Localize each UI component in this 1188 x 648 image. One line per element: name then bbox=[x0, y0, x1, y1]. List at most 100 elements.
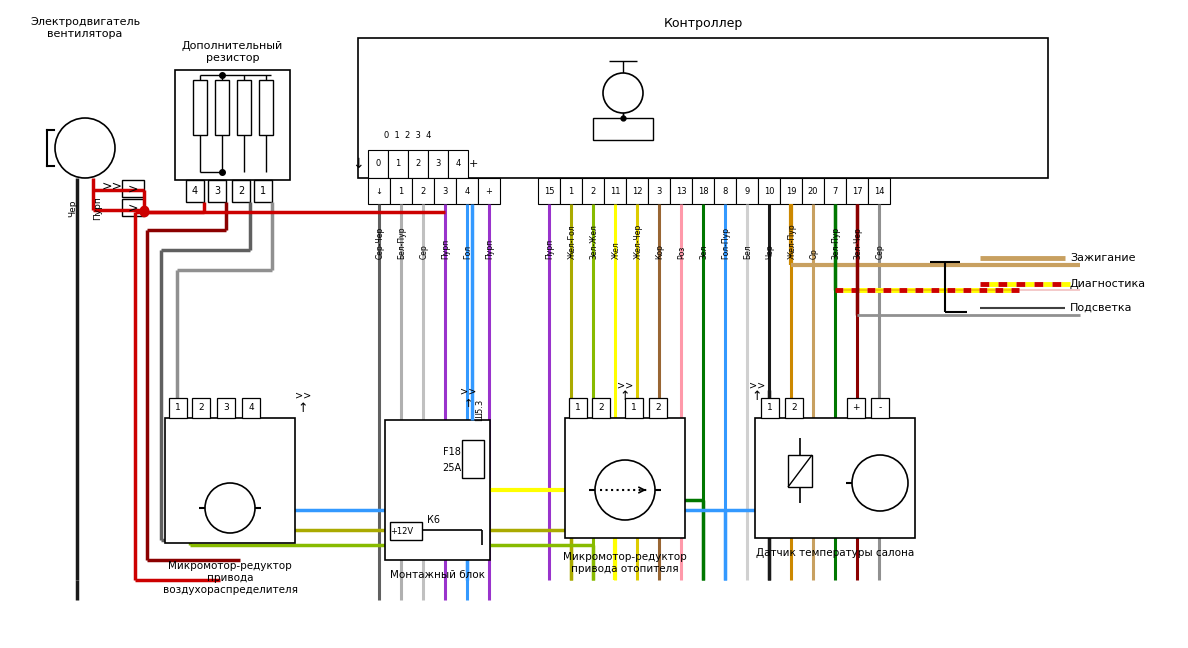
Text: 3: 3 bbox=[435, 159, 441, 168]
Bar bbox=[259, 80, 273, 135]
Text: ↓: ↓ bbox=[352, 157, 364, 171]
Text: 2: 2 bbox=[421, 187, 425, 196]
Bar bbox=[824, 178, 846, 204]
Text: 1: 1 bbox=[175, 404, 181, 413]
Circle shape bbox=[604, 73, 643, 113]
Text: 18: 18 bbox=[697, 187, 708, 196]
Bar bbox=[368, 150, 388, 178]
Bar bbox=[593, 118, 653, 140]
Text: F18: F18 bbox=[443, 447, 461, 457]
Text: >>: >> bbox=[460, 387, 476, 397]
Circle shape bbox=[206, 483, 255, 533]
Bar bbox=[192, 398, 210, 418]
Text: 1: 1 bbox=[631, 404, 637, 413]
Bar bbox=[781, 178, 802, 204]
Text: Жел: Жел bbox=[612, 241, 620, 259]
Text: 20: 20 bbox=[808, 187, 819, 196]
Text: >: > bbox=[128, 202, 138, 214]
Text: 9: 9 bbox=[745, 187, 750, 196]
Text: 17: 17 bbox=[852, 187, 862, 196]
Text: >>: >> bbox=[748, 381, 765, 391]
Text: Сер: Сер bbox=[419, 244, 429, 259]
Bar bbox=[122, 180, 144, 197]
Bar bbox=[428, 150, 448, 178]
Text: 11: 11 bbox=[609, 187, 620, 196]
Text: 25A: 25A bbox=[442, 463, 462, 473]
Text: 10: 10 bbox=[764, 187, 775, 196]
Text: 2: 2 bbox=[791, 404, 797, 413]
Text: 2: 2 bbox=[238, 186, 244, 196]
Bar bbox=[592, 398, 609, 418]
Circle shape bbox=[55, 118, 115, 178]
Bar bbox=[802, 178, 824, 204]
Text: >>: >> bbox=[101, 179, 122, 192]
Text: ↑: ↑ bbox=[620, 389, 631, 402]
Bar bbox=[456, 178, 478, 204]
Bar bbox=[604, 178, 626, 204]
Text: >>: >> bbox=[295, 391, 311, 401]
Bar bbox=[788, 455, 813, 487]
Bar bbox=[758, 178, 781, 204]
Bar bbox=[649, 398, 666, 418]
Text: Датчик температуры салона: Датчик температуры салона bbox=[756, 548, 914, 558]
Text: 8: 8 bbox=[722, 187, 728, 196]
Text: Гол-Пур: Гол-Пур bbox=[721, 227, 731, 259]
Circle shape bbox=[852, 455, 908, 511]
Text: 1: 1 bbox=[767, 404, 773, 413]
Bar bbox=[187, 180, 204, 202]
Text: 1: 1 bbox=[568, 187, 574, 196]
Bar bbox=[846, 178, 868, 204]
Bar bbox=[407, 150, 428, 178]
Text: 4: 4 bbox=[465, 187, 469, 196]
Bar bbox=[569, 398, 587, 418]
Bar bbox=[737, 178, 758, 204]
Text: Жел-Чер: Жел-Чер bbox=[633, 224, 643, 259]
Bar bbox=[412, 178, 434, 204]
Text: Зел-Чер: Зел-Чер bbox=[853, 227, 862, 259]
Bar bbox=[208, 180, 226, 202]
Bar bbox=[478, 178, 500, 204]
Text: Бел-Пур: Бел-Пур bbox=[398, 227, 406, 259]
Text: 3: 3 bbox=[656, 187, 662, 196]
Text: Пурп: Пурп bbox=[486, 238, 494, 259]
Text: Зел-Пур: Зел-Пур bbox=[832, 227, 840, 259]
Text: Пурп: Пурп bbox=[94, 196, 102, 220]
Text: Контроллер: Контроллер bbox=[663, 17, 742, 30]
Bar bbox=[565, 418, 685, 538]
Text: >>: >> bbox=[617, 381, 633, 391]
Text: Дополнительный
резистор: Дополнительный резистор bbox=[182, 41, 283, 63]
Text: ↓: ↓ bbox=[375, 187, 383, 196]
Text: +: + bbox=[468, 159, 478, 169]
Bar bbox=[232, 180, 249, 202]
Text: 7: 7 bbox=[833, 187, 838, 196]
Text: Зел-Жел: Зел-Жел bbox=[589, 224, 599, 259]
Text: Электродвигатель
вентилятора: Электродвигатель вентилятора bbox=[30, 17, 140, 39]
Text: 2: 2 bbox=[599, 404, 604, 413]
Bar bbox=[434, 178, 456, 204]
Bar bbox=[785, 398, 803, 418]
Text: +: + bbox=[852, 404, 860, 413]
Text: Роз: Роз bbox=[677, 246, 687, 259]
Bar bbox=[368, 178, 390, 204]
Bar bbox=[215, 80, 229, 135]
Bar bbox=[242, 398, 260, 418]
Bar bbox=[847, 398, 865, 418]
Text: 1: 1 bbox=[575, 404, 581, 413]
Bar bbox=[169, 398, 187, 418]
Text: Пурп: Пурп bbox=[442, 238, 450, 259]
Text: Ш5.3: Ш5.3 bbox=[475, 399, 485, 421]
Text: 4: 4 bbox=[455, 159, 461, 168]
Text: Пурп: Пурп bbox=[545, 238, 555, 259]
Bar bbox=[175, 70, 290, 180]
Text: 1: 1 bbox=[398, 187, 404, 196]
Text: 15: 15 bbox=[544, 187, 555, 196]
Bar bbox=[762, 398, 779, 418]
Bar bbox=[538, 178, 560, 204]
Text: 2: 2 bbox=[416, 159, 421, 168]
Text: 3: 3 bbox=[442, 187, 448, 196]
Bar bbox=[560, 178, 582, 204]
Text: 13: 13 bbox=[676, 187, 687, 196]
Bar bbox=[626, 178, 647, 204]
Text: Кор: Кор bbox=[656, 244, 664, 259]
Text: 3: 3 bbox=[214, 186, 220, 196]
